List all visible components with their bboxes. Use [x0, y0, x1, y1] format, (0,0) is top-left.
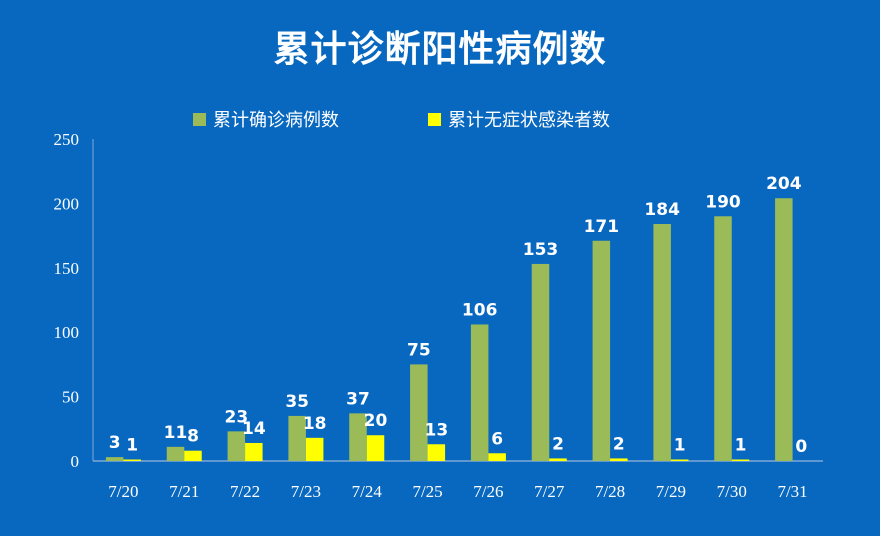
bar-confirmed	[166, 446, 185, 461]
bar-confirmed	[288, 415, 306, 461]
bar-asymptomatic	[731, 459, 750, 461]
x-tick-label: 7/28	[595, 482, 625, 501]
bar-confirmed	[714, 216, 732, 461]
data-label: 153	[523, 240, 559, 260]
bar-confirmed	[349, 413, 367, 461]
data-label: 1	[735, 436, 747, 456]
bar-confirmed	[227, 431, 246, 461]
data-label: 75	[407, 340, 431, 360]
bar-asymptomatic	[366, 435, 385, 461]
x-tick-label: 7/29	[656, 482, 686, 501]
bar-confirmed	[775, 198, 793, 462]
bar-asymptomatic	[184, 450, 202, 461]
data-label: 35	[285, 392, 309, 412]
x-tick-label: 7/20	[108, 482, 138, 501]
data-label: 6	[491, 429, 503, 449]
x-tick-label: 7/22	[230, 482, 260, 501]
chart-title: 累计诊断阳性病例数	[273, 29, 607, 70]
x-tick-label: 7/27	[534, 482, 565, 501]
y-tick-label: 100	[54, 323, 80, 342]
data-label: 14	[242, 419, 266, 439]
bar-confirmed	[410, 364, 428, 461]
y-tick-label: 0	[71, 452, 80, 471]
x-tick-label: 7/30	[717, 482, 747, 501]
data-label: 1	[126, 436, 138, 456]
data-label: 11	[164, 423, 188, 443]
y-tick-label: 200	[54, 194, 80, 213]
bar-confirmed	[105, 457, 124, 461]
bar-asymptomatic	[549, 458, 567, 461]
x-tick-label: 7/24	[352, 482, 383, 501]
x-tick-label: 7/21	[169, 482, 199, 501]
data-label: 2	[613, 434, 625, 454]
bar-confirmed	[531, 263, 550, 461]
bar-confirmed	[592, 240, 611, 461]
legend-label: 累计无症状感染者数	[448, 110, 610, 131]
data-label: 37	[346, 389, 370, 409]
bar-confirmed	[470, 324, 489, 461]
bar-asymptomatic	[427, 444, 446, 461]
bar-asymptomatic	[305, 437, 324, 461]
bar-asymptomatic	[488, 453, 506, 461]
y-tick-label: 50	[62, 388, 79, 407]
data-label: 13	[424, 420, 448, 440]
data-label: 8	[187, 427, 199, 447]
data-label: 2	[552, 434, 564, 454]
data-label: 171	[584, 217, 620, 237]
bar-confirmed	[653, 224, 671, 461]
data-label: 204	[766, 174, 802, 194]
x-tick-label: 7/25	[412, 482, 442, 501]
x-tick-label: 7/31	[777, 482, 807, 501]
data-label: 3	[109, 433, 121, 453]
legend-swatch	[193, 113, 206, 126]
data-label: 23	[224, 407, 248, 427]
data-label: 106	[462, 300, 498, 320]
bar-asymptomatic	[123, 459, 141, 461]
data-label: 1	[674, 436, 686, 456]
bar-asymptomatic	[670, 459, 689, 461]
data-label: 190	[705, 192, 741, 212]
y-tick-label: 150	[54, 259, 80, 278]
x-tick-label: 7/23	[291, 482, 321, 501]
y-tick-label: 250	[54, 130, 80, 149]
data-label: 20	[364, 411, 388, 431]
x-tick-label: 7/26	[473, 482, 503, 501]
data-label: 0	[795, 437, 807, 457]
legend-swatch	[428, 113, 441, 126]
bar-asymptomatic	[610, 458, 628, 461]
data-label: 18	[303, 414, 327, 434]
data-label: 184	[644, 200, 680, 220]
bar-asymptomatic	[245, 442, 263, 461]
legend-label: 累计确诊病例数	[213, 110, 339, 131]
